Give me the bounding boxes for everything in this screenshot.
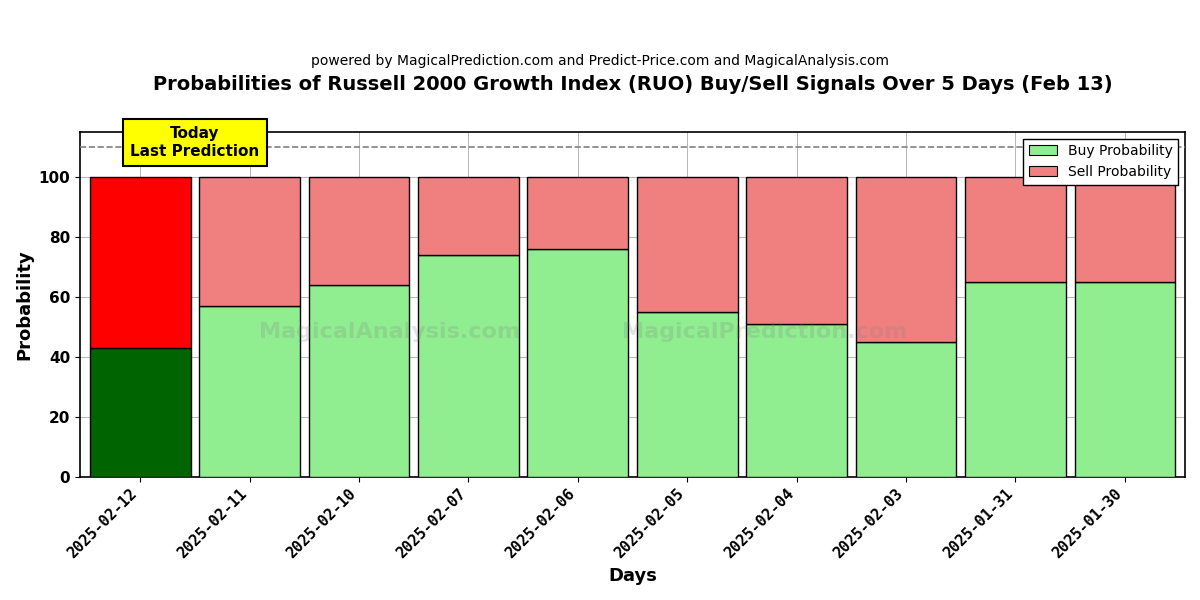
Text: Today
Last Prediction: Today Last Prediction xyxy=(131,126,259,158)
Bar xyxy=(528,248,628,476)
Bar xyxy=(308,284,409,476)
Bar xyxy=(746,323,847,476)
Bar xyxy=(965,176,1066,281)
Bar xyxy=(308,176,409,284)
Bar xyxy=(199,176,300,305)
Bar xyxy=(418,176,518,254)
Bar xyxy=(90,176,191,347)
Text: powered by MagicalPrediction.com and Predict-Price.com and MagicalAnalysis.com: powered by MagicalPrediction.com and Pre… xyxy=(311,54,889,68)
Bar xyxy=(637,311,738,476)
Bar xyxy=(856,341,956,476)
Legend: Buy Probability, Sell Probability: Buy Probability, Sell Probability xyxy=(1024,139,1178,185)
Title: Probabilities of Russell 2000 Growth Index (RUO) Buy/Sell Signals Over 5 Days (F: Probabilities of Russell 2000 Growth Ind… xyxy=(152,75,1112,94)
Bar xyxy=(418,254,518,476)
Bar xyxy=(1074,176,1175,281)
Y-axis label: Probability: Probability xyxy=(14,249,32,359)
Bar xyxy=(637,176,738,311)
Bar xyxy=(528,176,628,248)
Text: MagicalAnalysis.com: MagicalAnalysis.com xyxy=(259,322,520,342)
Bar xyxy=(90,347,191,476)
X-axis label: Days: Days xyxy=(608,567,656,585)
Bar xyxy=(1074,281,1175,476)
Bar xyxy=(856,176,956,341)
Bar xyxy=(965,281,1066,476)
Bar xyxy=(746,176,847,323)
Text: MagicalPrediction.com: MagicalPrediction.com xyxy=(623,322,907,342)
Bar xyxy=(199,305,300,476)
